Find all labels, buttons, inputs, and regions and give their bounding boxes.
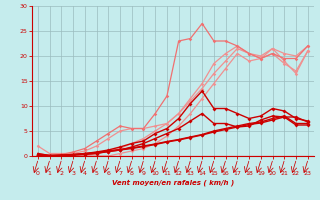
X-axis label: Vent moyen/en rafales ( km/h ): Vent moyen/en rafales ( km/h ) <box>112 179 234 186</box>
